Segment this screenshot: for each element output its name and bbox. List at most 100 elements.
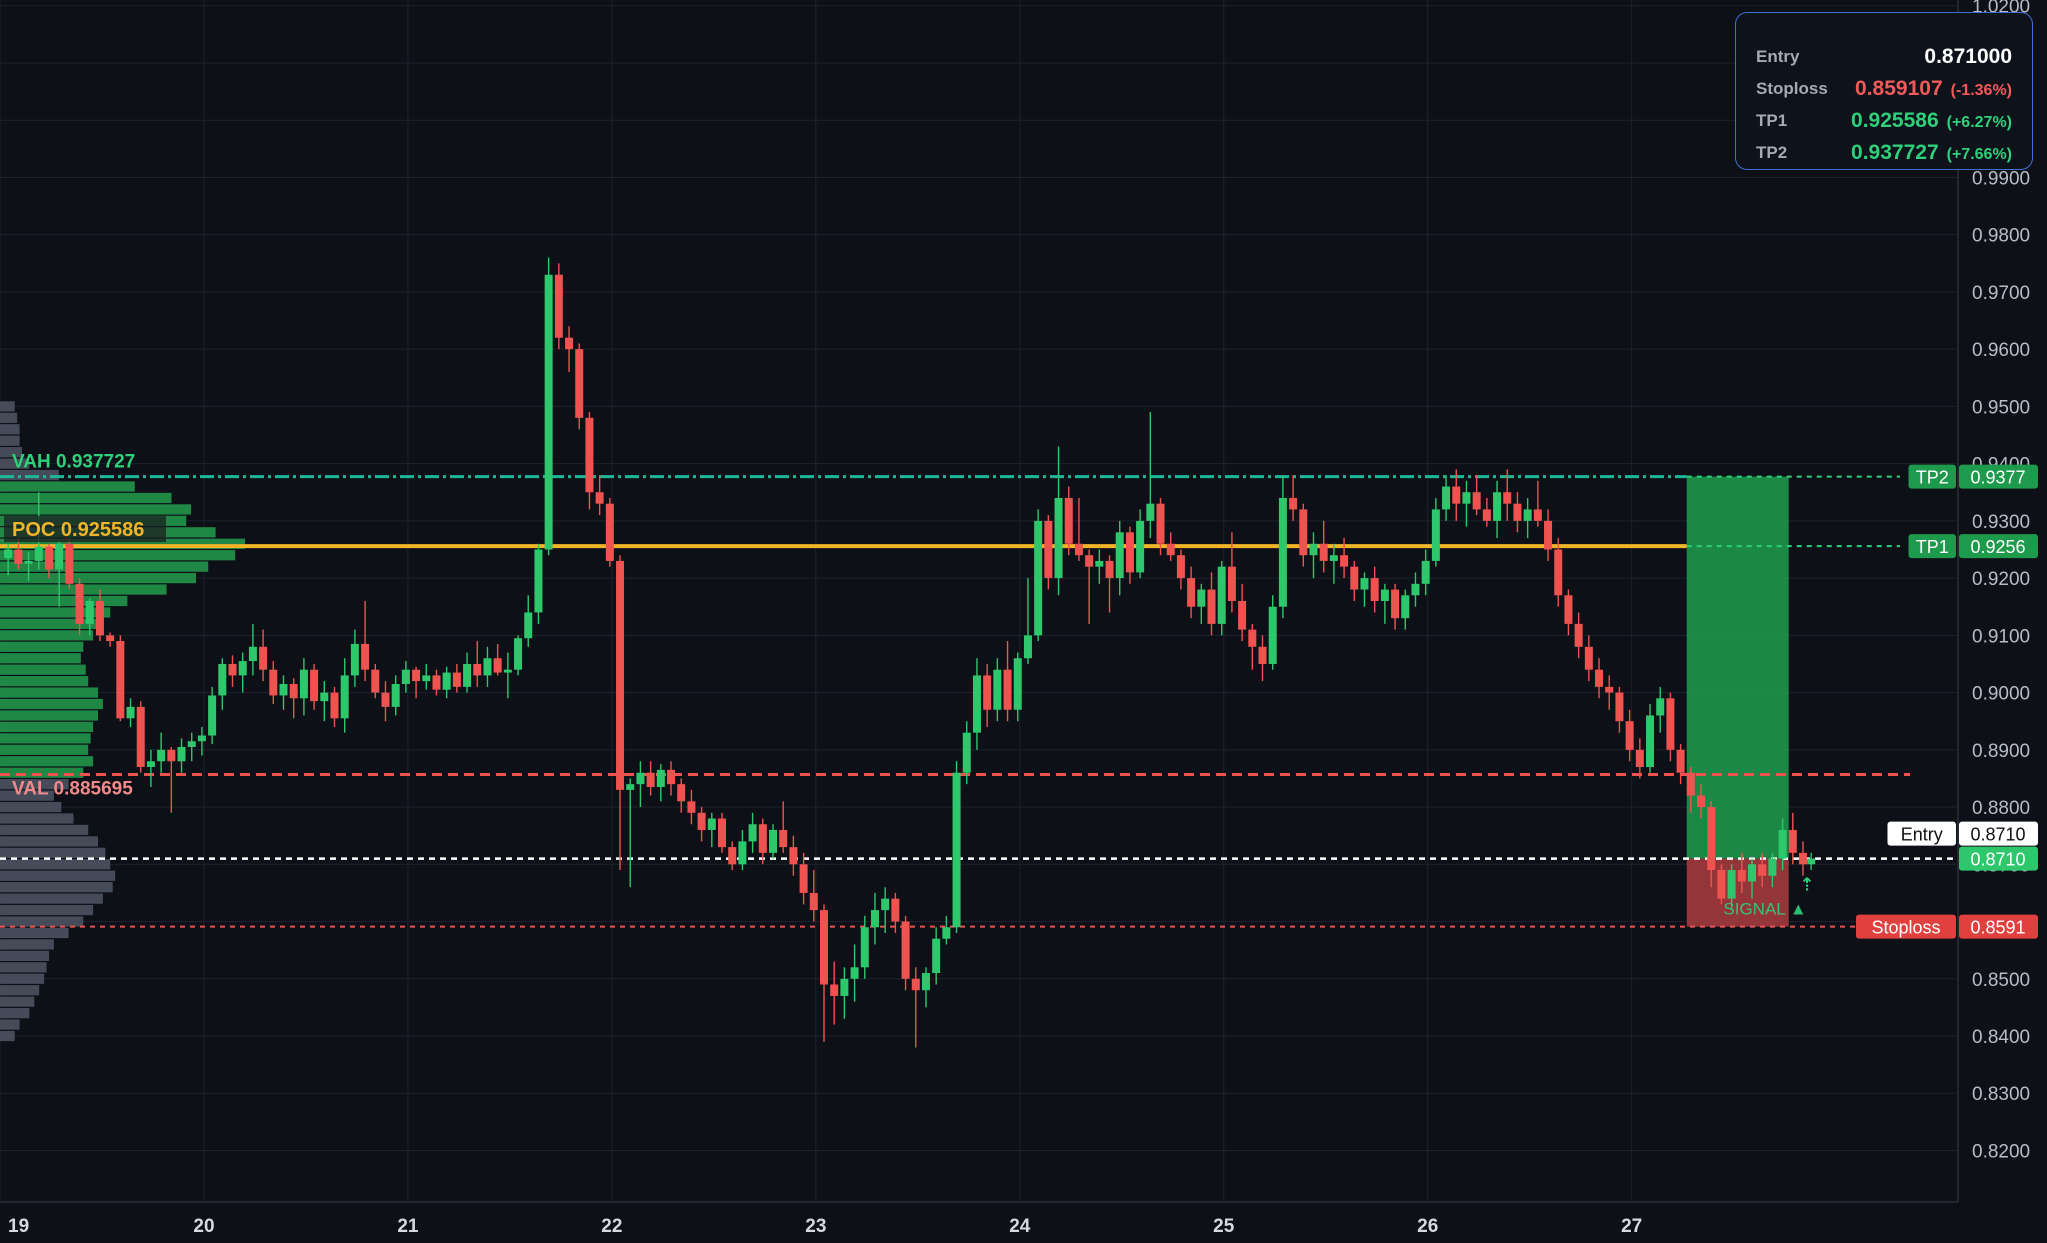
panel-row-tp2: TP2 0.937727 (+7.66%) (1756, 139, 2012, 167)
vah-label: VAH 0.937727 (12, 452, 135, 473)
panel-entry-value: 0.871000 (1924, 45, 2012, 68)
panel-tp1-pct: (+6.27%) (1946, 114, 2012, 131)
candle-body (748, 824, 757, 842)
candle-body (1737, 870, 1746, 882)
candle-body (565, 337, 574, 350)
signal-label: SIGNAL ▲ (1723, 900, 1806, 919)
candle-body (493, 658, 502, 673)
candle-body (1248, 629, 1257, 647)
candle-body (14, 549, 23, 564)
candle-body (656, 769, 665, 788)
candle-body (779, 829, 788, 848)
x-tick-label: 22 (601, 1216, 622, 1237)
volume-profile-bar (0, 469, 59, 481)
candle-body (1136, 520, 1145, 573)
volume-profile-bar (0, 401, 15, 412)
candle-body (330, 692, 339, 719)
candle-body (1564, 595, 1573, 624)
tp2-axis-value: 0.9377 (1970, 468, 2025, 488)
candle-body (350, 643, 359, 676)
volume-profile-bar (0, 630, 94, 641)
candle-body (1217, 566, 1226, 624)
candle-body (167, 749, 176, 762)
volume-profile-bar (0, 412, 18, 423)
candle-body (1176, 555, 1185, 579)
volume-profile-bar (0, 836, 98, 847)
candle-body (860, 927, 869, 968)
candle-body (1238, 601, 1247, 630)
volume-profile (0, 401, 245, 1042)
candle-body (1646, 715, 1655, 767)
candle-body (197, 735, 206, 742)
volume-profile-bar (0, 859, 111, 870)
volume-profile-bar (0, 618, 98, 630)
candle-body (1013, 658, 1022, 710)
candle-body (299, 669, 308, 699)
volume-profile-bar (0, 653, 81, 664)
candle-body (1023, 635, 1032, 659)
y-tick-label: 0.8900 (1972, 741, 2030, 762)
candle-body (1452, 486, 1461, 504)
volume-profile-bar (0, 939, 54, 950)
y-tick-label: 0.8200 (1972, 1141, 2030, 1162)
volume-profile-bar (0, 962, 47, 973)
volume-profile-bar (0, 950, 49, 961)
candle-body (738, 841, 747, 865)
volume-profile-bar (0, 572, 196, 584)
candle-body (483, 658, 492, 676)
candle-body (320, 692, 329, 702)
candle-body (55, 543, 64, 570)
volume-profile-bar (0, 664, 86, 675)
candle-body (1798, 852, 1807, 865)
profit-zone (1686, 476, 1789, 859)
panel-tp2-label: TP2 (1756, 143, 1788, 162)
volume-profile-bar (0, 676, 89, 687)
x-tick-label: 23 (805, 1216, 826, 1237)
volume-profile-bar (0, 733, 91, 744)
candle-body (157, 749, 166, 762)
val-label-part: VAL 0.885695 (12, 778, 133, 799)
tp2-tag-background (1908, 464, 1956, 489)
candle-body (24, 560, 33, 564)
candle-body (962, 732, 971, 773)
y-axis-background (1958, 0, 2047, 1243)
current-price-value: 0.8710 (1970, 850, 2025, 870)
candle-body (1493, 492, 1502, 521)
candle-body (1554, 549, 1563, 596)
candle-body (1207, 589, 1216, 624)
candle-body (544, 274, 553, 550)
volume-profile-bar (0, 447, 23, 458)
price-levels (0, 475, 1958, 928)
candle-body (381, 692, 390, 707)
candle-body (228, 663, 237, 676)
candle-body (371, 669, 380, 693)
y-tick-label: 0.9100 (1972, 626, 2030, 647)
candle-body (1666, 698, 1675, 750)
volume-profile-bar (0, 870, 116, 881)
candle-body (1472, 492, 1481, 510)
candle-body (1166, 543, 1175, 556)
candle-body (993, 669, 1002, 710)
candle-body (534, 549, 543, 613)
candle-body (758, 824, 767, 853)
tp1-tag: TP1 (1916, 537, 1949, 557)
candle-body (1442, 486, 1451, 510)
candle-body (289, 683, 298, 699)
candle-body (1258, 646, 1267, 664)
panel-tp1-label: TP1 (1756, 111, 1788, 130)
candle-body (1635, 749, 1644, 767)
volume-profile-bar (0, 424, 20, 435)
tp2-axis-value-background (1959, 464, 2038, 489)
volume-profile-bar (0, 687, 98, 698)
entry-axis-value: 0.8710 (1970, 825, 2025, 845)
candle-body (901, 921, 910, 979)
volume-profile-bar (0, 813, 74, 824)
candle-body (1044, 520, 1053, 579)
candle-body (677, 784, 686, 802)
candle-body (452, 672, 461, 687)
candle-body (473, 663, 482, 676)
volume-profile-bar (0, 504, 192, 515)
candle-body (1523, 509, 1532, 521)
panel-entry-label: Entry (1756, 47, 1800, 66)
